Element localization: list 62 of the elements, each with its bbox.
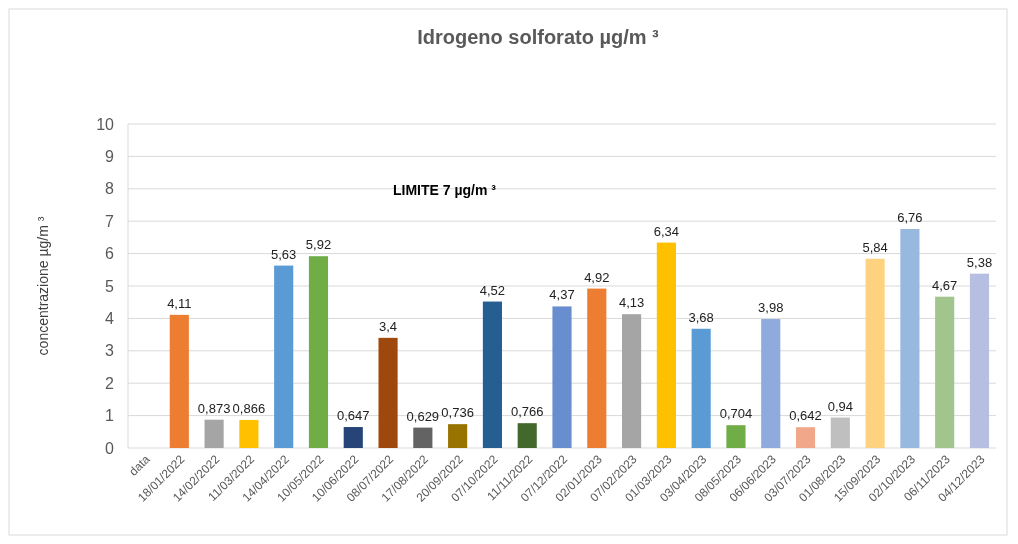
- data-label: 0,629: [406, 408, 440, 424]
- data-label: 0,94: [827, 398, 853, 414]
- bar: [552, 306, 572, 448]
- bar: [587, 288, 607, 448]
- data-label: 5,84: [862, 239, 888, 255]
- bar: [830, 417, 850, 448]
- data-label: 0,647: [336, 408, 370, 424]
- bar: [239, 419, 259, 448]
- annotation: LIMITE 7 µg/m ³: [393, 182, 497, 199]
- bar: [761, 319, 781, 448]
- bar: [935, 296, 955, 448]
- bar: [865, 258, 885, 448]
- y-tick-label: 2: [105, 374, 115, 392]
- data-label: 0,873: [197, 400, 231, 416]
- data-label: 3,98: [758, 300, 784, 316]
- bar: [622, 314, 642, 448]
- y-tick-label: 8: [105, 180, 115, 198]
- bar: [169, 314, 189, 448]
- data-label: 4,67: [932, 277, 958, 293]
- bar: [691, 328, 711, 448]
- data-label: 0,704: [719, 406, 753, 422]
- bar: [413, 427, 433, 448]
- data-label: 6,76: [897, 209, 923, 225]
- chart-title: Idrogeno solforato µg/m ³: [417, 26, 660, 48]
- y-tick-label: 10: [96, 115, 115, 133]
- data-label: 0,866: [232, 400, 266, 416]
- bar: [900, 228, 920, 448]
- y-tick-label: 3: [105, 342, 115, 360]
- bar: [204, 419, 224, 448]
- y-tick-label: 7: [105, 212, 115, 230]
- data-label: 0,766: [510, 404, 544, 420]
- y-tick-label: 9: [105, 148, 115, 165]
- data-label: 5,92: [305, 237, 332, 253]
- data-label: 4,37: [549, 287, 575, 303]
- data-label: 3,68: [688, 309, 714, 325]
- data-label: 4,92: [584, 269, 610, 285]
- data-label: 4,11: [167, 295, 192, 311]
- bar: [517, 423, 537, 448]
- data-label: 4,13: [618, 295, 645, 311]
- y-tick-label: 1: [105, 407, 115, 425]
- data-label: 4,52: [479, 282, 506, 298]
- data-label: 6,34: [653, 223, 680, 239]
- bar: [726, 425, 746, 448]
- bar: [795, 427, 816, 448]
- bar: [969, 273, 990, 448]
- bar: [482, 301, 502, 448]
- data-label: 0,642: [789, 408, 822, 424]
- bar: [308, 256, 329, 448]
- data-label: 5,63: [271, 246, 297, 262]
- y-tick-label: 0: [105, 439, 115, 457]
- bar: [378, 337, 398, 448]
- y-tick-label: 6: [105, 245, 115, 263]
- y-tick-label: 4: [105, 310, 115, 327]
- bar: [656, 242, 676, 448]
- bar: [448, 424, 468, 448]
- y-axis-title: concentrazione µg/m ³: [35, 216, 51, 356]
- y-tick-label: 5: [105, 277, 115, 295]
- data-label: 5,38: [966, 254, 993, 270]
- data-label: 0,736: [441, 405, 474, 421]
- data-label: 3,4: [379, 318, 398, 334]
- bar: [343, 427, 363, 448]
- bar: [274, 265, 294, 448]
